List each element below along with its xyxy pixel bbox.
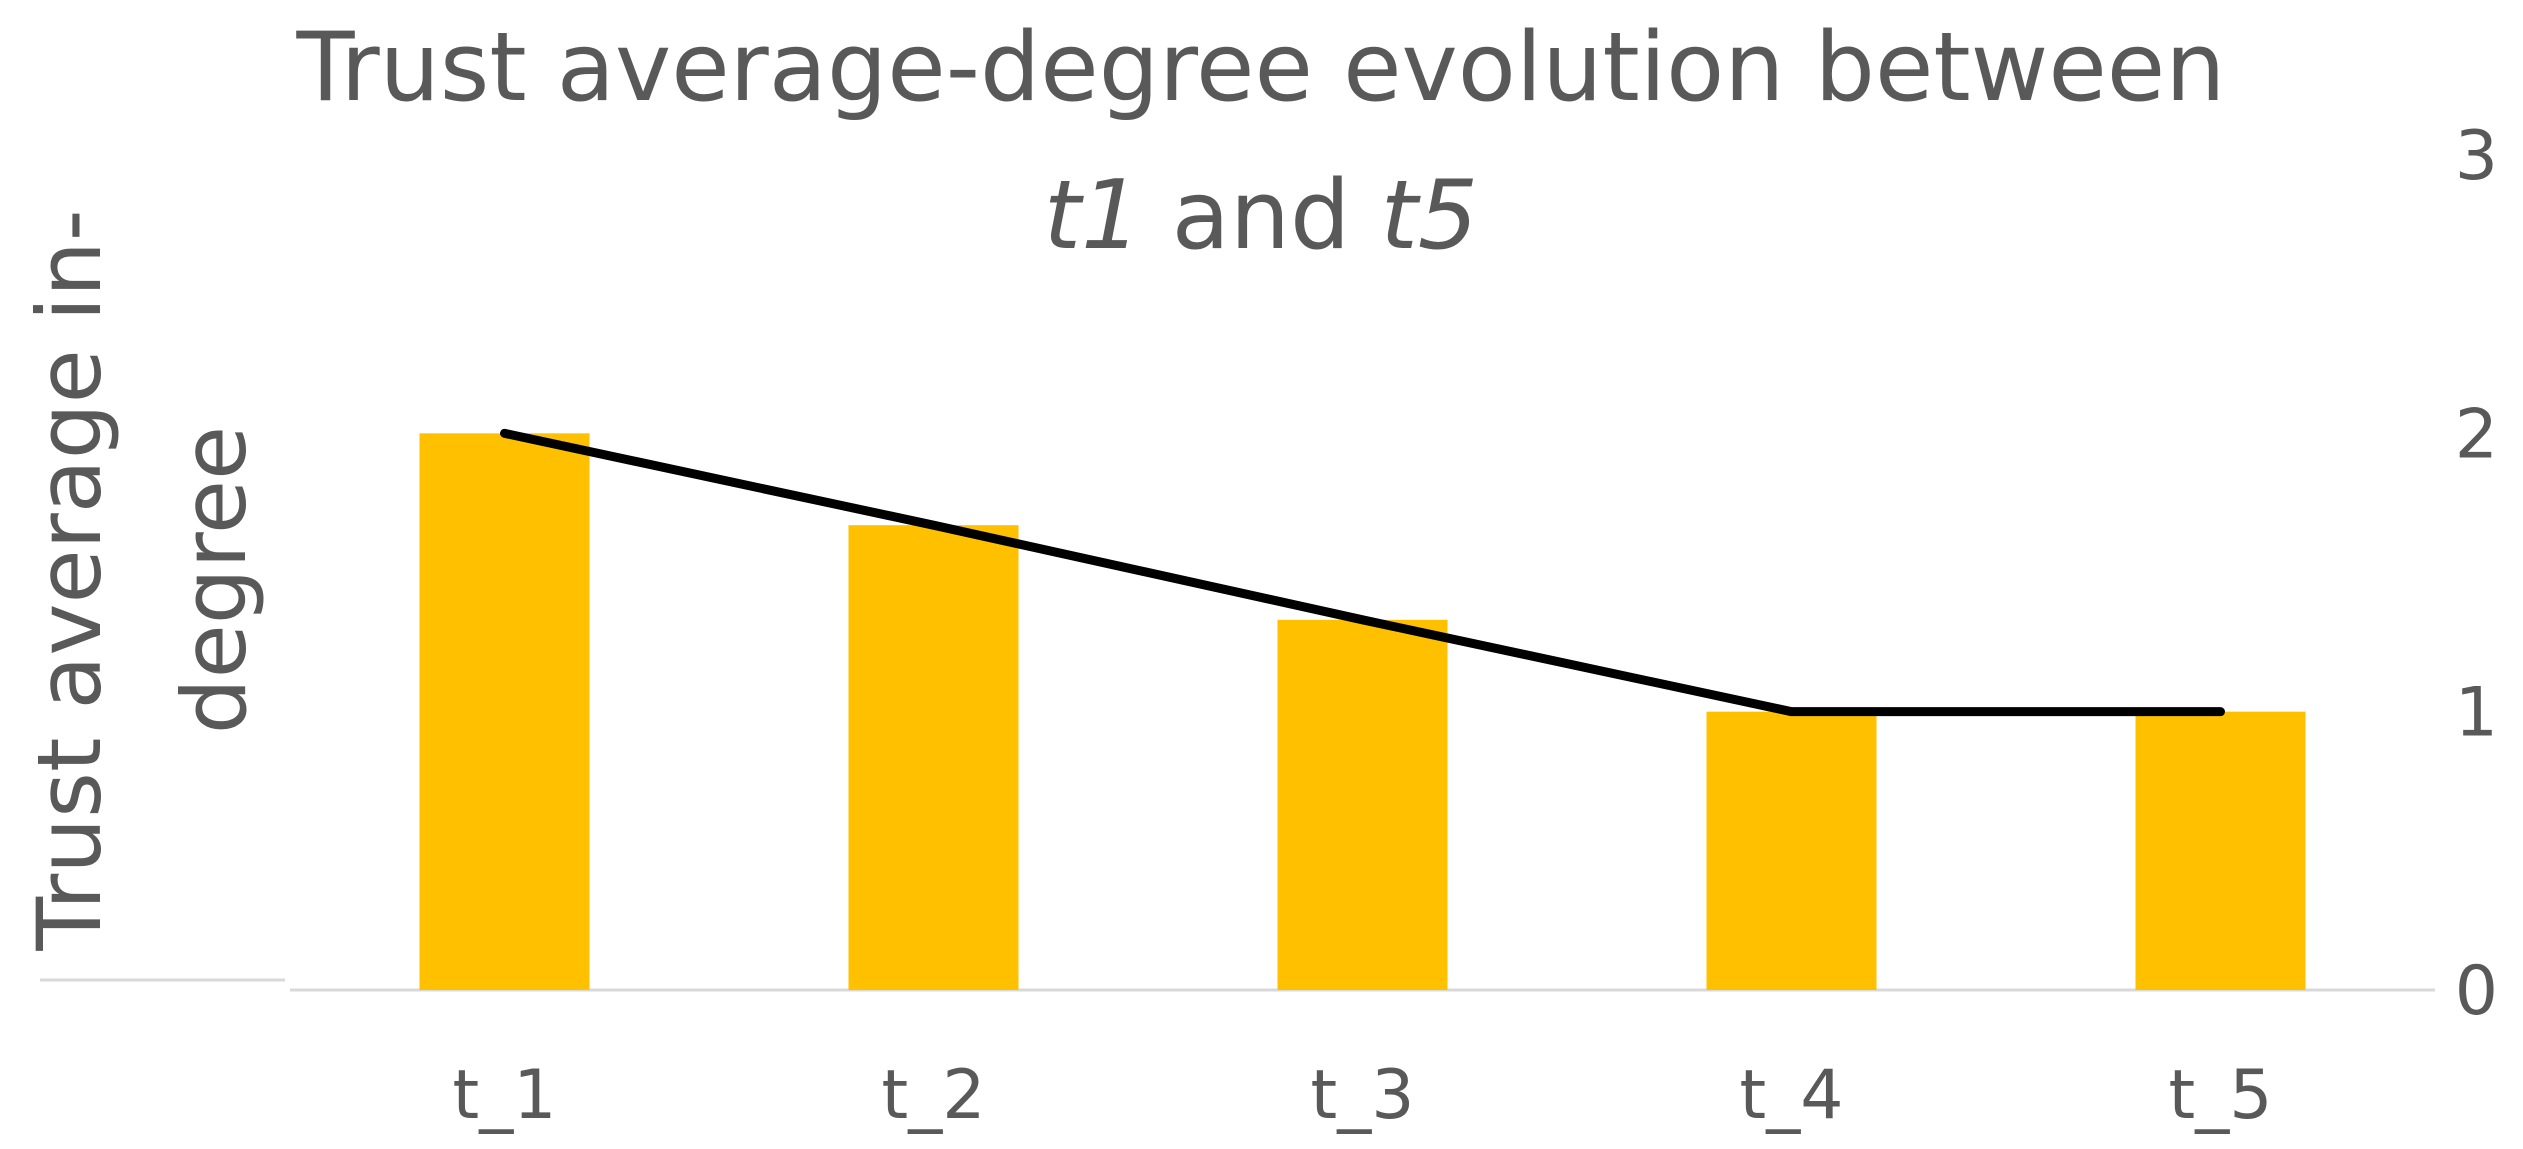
y-tick-label: 1 bbox=[2455, 674, 2498, 753]
bar-t_3 bbox=[1277, 619, 1448, 990]
title-t5: t5 bbox=[1381, 161, 1479, 271]
chart-title-line2: t1 and t5 bbox=[1044, 161, 1479, 271]
y-axis-label-line2: degree bbox=[163, 426, 266, 734]
x-tick-label: t_3 bbox=[1311, 1056, 1415, 1135]
y-tick-label: 0 bbox=[2455, 952, 2498, 1031]
plot-area: 0 1 2 3 t_1 t_2 t_3 t_4 t_5 bbox=[290, 117, 2498, 1135]
y-axis-label: Trust average in- degree bbox=[18, 209, 266, 951]
bar-t_2 bbox=[848, 525, 1019, 990]
y-axis-label-line1: Trust average in- bbox=[18, 209, 121, 951]
x-tick-label: t_2 bbox=[882, 1056, 986, 1135]
y-tick-label: 3 bbox=[2455, 117, 2498, 196]
bar-t_4 bbox=[1706, 711, 1877, 990]
title-t1: t1 bbox=[1044, 161, 1142, 271]
trend-line bbox=[500, 428, 2225, 717]
bar-t_1 bbox=[419, 433, 590, 990]
x-tick-label: t_1 bbox=[453, 1056, 557, 1135]
title-and: and bbox=[1141, 161, 1380, 271]
x-tick-label: t_4 bbox=[1740, 1056, 1844, 1135]
chart-title-line1: Trust average-degree evolution between bbox=[296, 13, 2226, 123]
x-tick-label: t_5 bbox=[2169, 1056, 2273, 1135]
bar-t_5 bbox=[2135, 711, 2306, 990]
y-tick-label: 2 bbox=[2455, 395, 2498, 474]
